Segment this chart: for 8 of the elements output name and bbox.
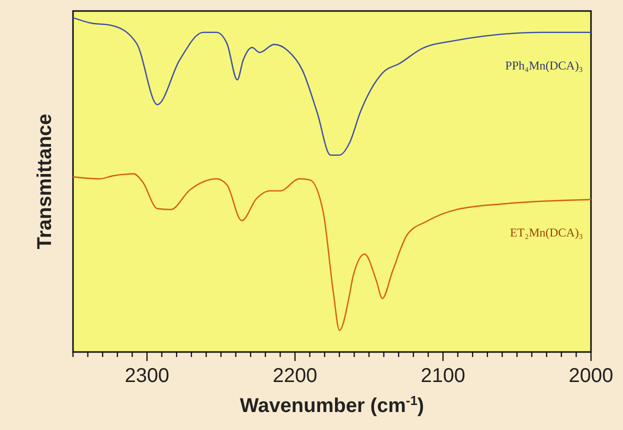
series-label: ET₂Mn(DCA)₃ (510, 226, 583, 240)
x-axis-title: Wavenumber (cm$^{-1}$) (240, 392, 424, 417)
x-tick-label: 2300 (124, 365, 170, 387)
y-axis-title: Transmittance (34, 114, 56, 250)
x-tick-label: 2100 (420, 365, 466, 387)
x-tick-label: 2000 (568, 365, 614, 387)
x-tick-label: 2200 (272, 365, 318, 387)
text: PPh₄Mn(DCA)₃ (505, 58, 583, 72)
